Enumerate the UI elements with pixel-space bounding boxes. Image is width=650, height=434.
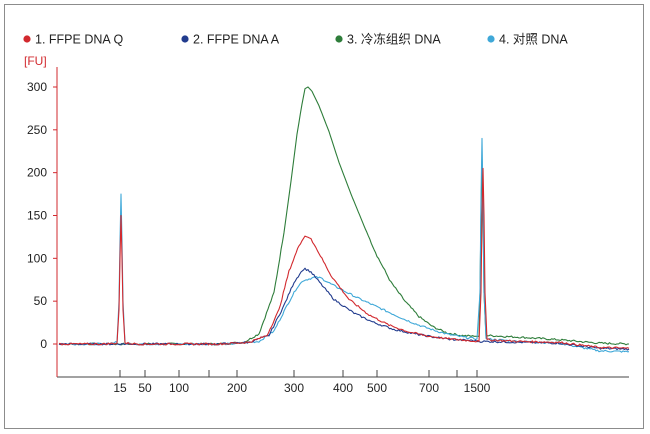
x-tick-label: 500 <box>367 381 387 395</box>
legend-label: 1. FFPE DNA Q <box>35 33 123 47</box>
x-tick-label: 100 <box>169 381 189 395</box>
legend-dot <box>335 35 343 43</box>
legend: 1. FFPE DNA Q 2. FFPE DNA A 3. 冷冻组织 DNA 4. … <box>23 32 568 47</box>
x-tick-label: 700 <box>419 381 439 395</box>
y-axis-ticks: 0 50 100 150 200 250 300 <box>27 80 57 351</box>
x-tick-label: 200 <box>227 381 247 395</box>
x-tick-label: 300 <box>284 381 304 395</box>
legend-dot <box>487 35 495 43</box>
legend-item-4: 4. 对照 DNA <box>487 33 568 47</box>
legend-label: 3. 冷冻组织 DNA <box>347 32 441 47</box>
y-tick-label: 100 <box>27 251 47 265</box>
series-layer <box>58 86 630 353</box>
y-tick-label: 250 <box>27 123 47 137</box>
legend-dot <box>23 35 31 43</box>
y-axis-unit-label: [FU] <box>24 54 47 68</box>
x-tick-label: 400 <box>333 381 353 395</box>
x-axis-ticks: 15 50 100 200 300 400 500 700 1500 <box>113 370 491 395</box>
y-tick-label: 0 <box>40 337 47 351</box>
y-tick-label: 300 <box>27 80 47 94</box>
legend-item-3: 3. 冷冻组织 DNA <box>335 32 441 47</box>
x-tick-label: 15 <box>113 381 127 395</box>
y-tick-label: 50 <box>34 294 48 308</box>
series-line-1 <box>58 167 630 350</box>
legend-item-2: 2. FFPE DNA A <box>181 33 280 47</box>
x-tick-label: 50 <box>138 381 152 395</box>
legend-label: 4. 对照 DNA <box>499 33 568 47</box>
series-line-2 <box>58 267 630 351</box>
legend-item-1: 1. FFPE DNA Q <box>23 33 123 47</box>
legend-label: 2. FFPE DNA A <box>193 33 280 47</box>
electropherogram-chart: 1. FFPE DNA Q 2. FFPE DNA A 3. 冷冻组织 DNA 4. … <box>23 32 630 395</box>
y-tick-label: 200 <box>27 166 47 180</box>
legend-dot <box>181 35 189 43</box>
x-tick-label: 1500 <box>464 381 491 395</box>
y-tick-label: 150 <box>27 208 47 222</box>
series-line-4 <box>58 137 630 353</box>
chart-frame: 1. FFPE DNA Q 2. FFPE DNA A 3. 冷冻组织 DNA 4. … <box>4 4 644 429</box>
